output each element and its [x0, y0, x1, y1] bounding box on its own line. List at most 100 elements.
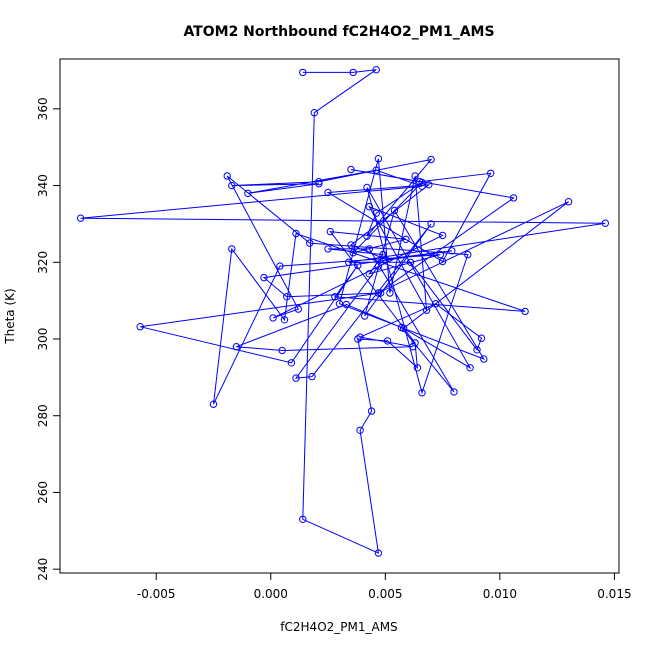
data-point	[464, 250, 472, 259]
data-point	[324, 188, 332, 197]
data-point	[354, 261, 362, 270]
y-tick-label: 240	[36, 558, 50, 581]
data-point	[564, 198, 573, 206]
data-point	[269, 314, 277, 322]
data-point	[342, 300, 351, 309]
data-point	[209, 400, 218, 408]
data-point	[260, 273, 268, 282]
data-point	[347, 241, 355, 249]
data-point	[299, 68, 307, 77]
y-tick-label: 320	[36, 251, 50, 274]
y-tick-label: 280	[36, 404, 50, 427]
data-point	[244, 189, 252, 198]
data-point	[324, 245, 332, 253]
data-point	[347, 165, 355, 174]
data-point	[432, 300, 440, 308]
data-point	[283, 293, 291, 301]
points-layer	[76, 66, 609, 557]
data-point	[292, 229, 300, 238]
data-point	[487, 169, 495, 178]
data-point	[477, 334, 486, 342]
data-point	[228, 245, 236, 253]
data-point	[335, 300, 344, 308]
y-tick-label: 260	[36, 481, 50, 504]
data-point	[372, 66, 380, 74]
data-point	[383, 337, 392, 345]
data-point	[374, 289, 383, 297]
x-axis-label: fC2H4O2_PM1_AMS	[280, 620, 397, 634]
data-point	[402, 235, 410, 244]
data-point	[349, 68, 357, 77]
data-point	[306, 239, 314, 247]
x-tick-label: 0.000	[254, 587, 288, 601]
data-point	[354, 335, 362, 343]
data-point	[374, 155, 383, 163]
data-point	[310, 109, 318, 117]
data-point	[450, 388, 458, 396]
y-tick-label: 300	[36, 328, 50, 351]
data-point	[372, 209, 380, 217]
data-point	[349, 249, 357, 257]
data-point	[436, 250, 444, 259]
data-point	[601, 219, 609, 227]
data-point	[409, 343, 417, 351]
data-point	[411, 172, 419, 180]
data-point	[278, 346, 286, 355]
data-point	[406, 258, 415, 266]
data-point	[473, 346, 481, 354]
data-point	[223, 172, 231, 180]
data-point	[363, 232, 371, 240]
data-point	[276, 262, 284, 270]
data-point	[292, 374, 300, 382]
data-point	[413, 364, 422, 372]
data-point	[438, 231, 447, 240]
data-point	[377, 289, 385, 297]
data-point	[228, 181, 236, 190]
data-point	[521, 307, 529, 316]
data-point	[418, 182, 426, 191]
x-tick-label: -0.005	[137, 587, 176, 601]
x-tick-label: 0.015	[597, 587, 631, 601]
data-point	[386, 289, 394, 297]
x-axis: -0.005 0.000 0.005 0.010 0.015	[137, 573, 632, 601]
data-point	[381, 255, 389, 263]
data-point	[232, 343, 241, 351]
data-point	[418, 389, 426, 397]
data-point	[345, 258, 353, 266]
data-point	[363, 183, 371, 192]
data-point	[422, 306, 431, 314]
data-point	[374, 262, 383, 270]
data-point	[326, 227, 334, 236]
data-point	[411, 339, 419, 347]
data-point	[356, 333, 364, 341]
data-point	[466, 364, 474, 372]
x-tick-label: 0.010	[483, 587, 517, 601]
data-point	[367, 407, 376, 415]
data-point	[361, 312, 369, 320]
data-point	[427, 220, 435, 228]
data-point	[356, 426, 364, 434]
y-axis: 240 260 280 300 320 340 360	[36, 97, 60, 581]
data-point	[425, 181, 433, 189]
data-point	[365, 203, 373, 211]
data-point	[438, 257, 447, 266]
data-point	[299, 515, 307, 523]
data-point	[136, 323, 144, 331]
y-tick-label: 360	[36, 97, 50, 120]
data-point	[331, 293, 339, 301]
data-point	[427, 155, 435, 164]
plot-frame	[59, 58, 620, 574]
data-point	[379, 250, 387, 259]
data-point	[280, 316, 289, 324]
data-point	[76, 214, 85, 222]
data-point	[480, 355, 488, 363]
series-layer	[80, 69, 606, 554]
y-axis-label: Theta (K)	[3, 288, 17, 344]
data-point	[315, 178, 323, 186]
data-point	[365, 245, 373, 253]
data-point	[365, 270, 373, 278]
data-point	[509, 194, 518, 202]
data-point	[448, 247, 456, 255]
